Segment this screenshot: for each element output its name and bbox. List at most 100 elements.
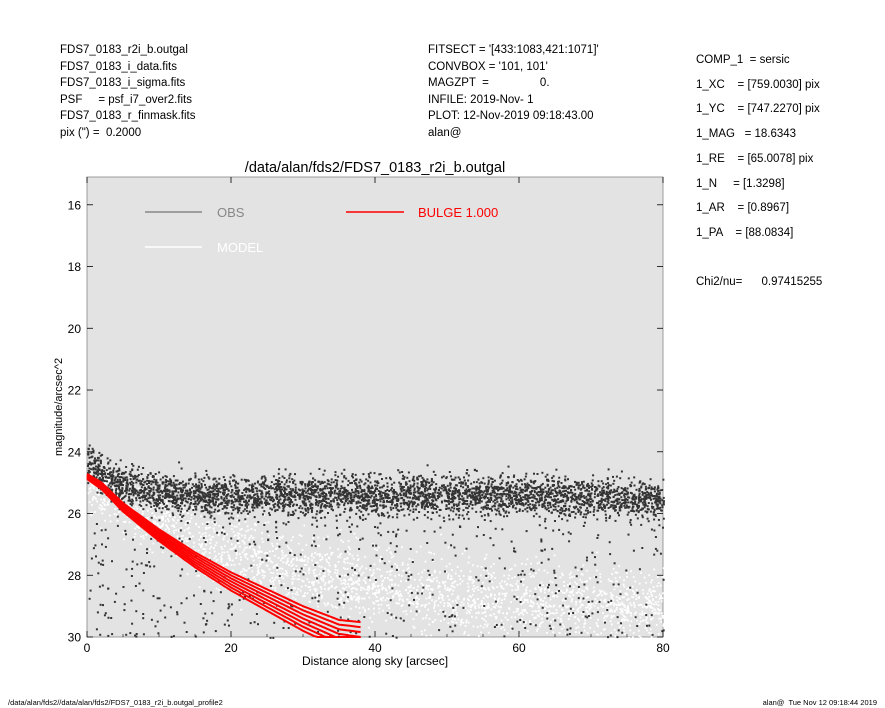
model-point [322, 577, 325, 580]
obs-point [136, 491, 139, 494]
model-point [424, 616, 427, 619]
obs-point [341, 480, 344, 483]
obs-point [286, 498, 289, 501]
model-point [242, 573, 245, 576]
obs-point [456, 507, 459, 510]
model-point [431, 574, 433, 577]
obs-point [351, 491, 354, 494]
model-point [397, 568, 400, 571]
obs-point [178, 461, 181, 464]
obs-point [260, 490, 263, 493]
model-point [596, 624, 599, 627]
obs-point [643, 499, 646, 502]
obs-point [184, 489, 187, 492]
obs-point [647, 520, 650, 523]
model-point [284, 555, 286, 558]
obs-point [654, 514, 657, 517]
model-point [423, 569, 426, 571]
model-point [230, 564, 233, 566]
obs-point [354, 488, 357, 491]
obs-point [550, 489, 553, 492]
obs-point [374, 484, 377, 487]
obs-point [361, 506, 364, 509]
model-point [378, 589, 381, 591]
obs-point [468, 489, 470, 492]
obs-point [112, 474, 115, 477]
model-point [545, 604, 547, 607]
model-point [347, 540, 350, 542]
model-point [648, 599, 651, 602]
obs-point [283, 483, 286, 486]
model-point [140, 503, 142, 506]
obs-point [260, 502, 263, 505]
model-point [302, 580, 305, 583]
model-point [100, 505, 103, 508]
model-point [529, 590, 532, 592]
model-point [463, 598, 465, 601]
model-point [213, 550, 216, 553]
obs-point [609, 492, 611, 495]
model-point [511, 577, 514, 579]
model-point [218, 552, 220, 555]
obs-point [582, 516, 585, 518]
model-point [418, 579, 421, 581]
model-point [400, 595, 403, 597]
model-point [286, 560, 289, 563]
obs-point [562, 487, 565, 490]
obs-point [363, 488, 366, 491]
model-point [579, 578, 582, 581]
obs-point [489, 500, 491, 503]
model-point [585, 606, 587, 609]
model-point [522, 584, 525, 586]
model-point [104, 519, 106, 522]
model-point [253, 552, 256, 554]
obs-point [132, 488, 135, 491]
obs-point [213, 521, 216, 524]
model-point [407, 567, 410, 569]
model-point [320, 597, 323, 600]
obs-point [218, 477, 221, 480]
model-point [648, 595, 651, 598]
model-point [454, 580, 457, 583]
model-point [205, 535, 207, 537]
obs-point [166, 508, 169, 511]
model-point [388, 579, 391, 581]
obs-point [125, 491, 128, 494]
model-point [485, 607, 488, 610]
obs-point [225, 487, 228, 490]
obs-point [385, 505, 388, 508]
model-point [161, 551, 164, 554]
model-point [112, 486, 115, 489]
obs-point [302, 496, 305, 499]
model-point [553, 593, 556, 596]
obs-point [557, 498, 560, 501]
model-point [381, 583, 383, 585]
model-point [375, 581, 377, 583]
model-point [108, 500, 111, 503]
obs-point [142, 467, 145, 469]
model-point [262, 561, 265, 563]
obs-point [516, 499, 518, 501]
model-point [246, 558, 249, 560]
obs-point [227, 512, 230, 515]
model-point [258, 571, 261, 574]
model-point [372, 572, 375, 574]
obs-point [100, 471, 103, 474]
model-point [318, 555, 321, 557]
obs-point [138, 489, 141, 492]
model-point [381, 599, 384, 602]
obs-point [337, 492, 340, 495]
obs-point [552, 505, 555, 508]
model-point [530, 599, 533, 602]
model-point [492, 572, 495, 574]
model-point [394, 563, 396, 565]
model-point [240, 556, 242, 559]
model-point [281, 567, 284, 570]
model-point [357, 558, 360, 561]
model-point [430, 551, 432, 554]
model-point [451, 569, 453, 571]
model-point [317, 581, 320, 584]
model-point [344, 580, 347, 583]
obs-point [449, 509, 452, 512]
obs-point [328, 491, 330, 494]
